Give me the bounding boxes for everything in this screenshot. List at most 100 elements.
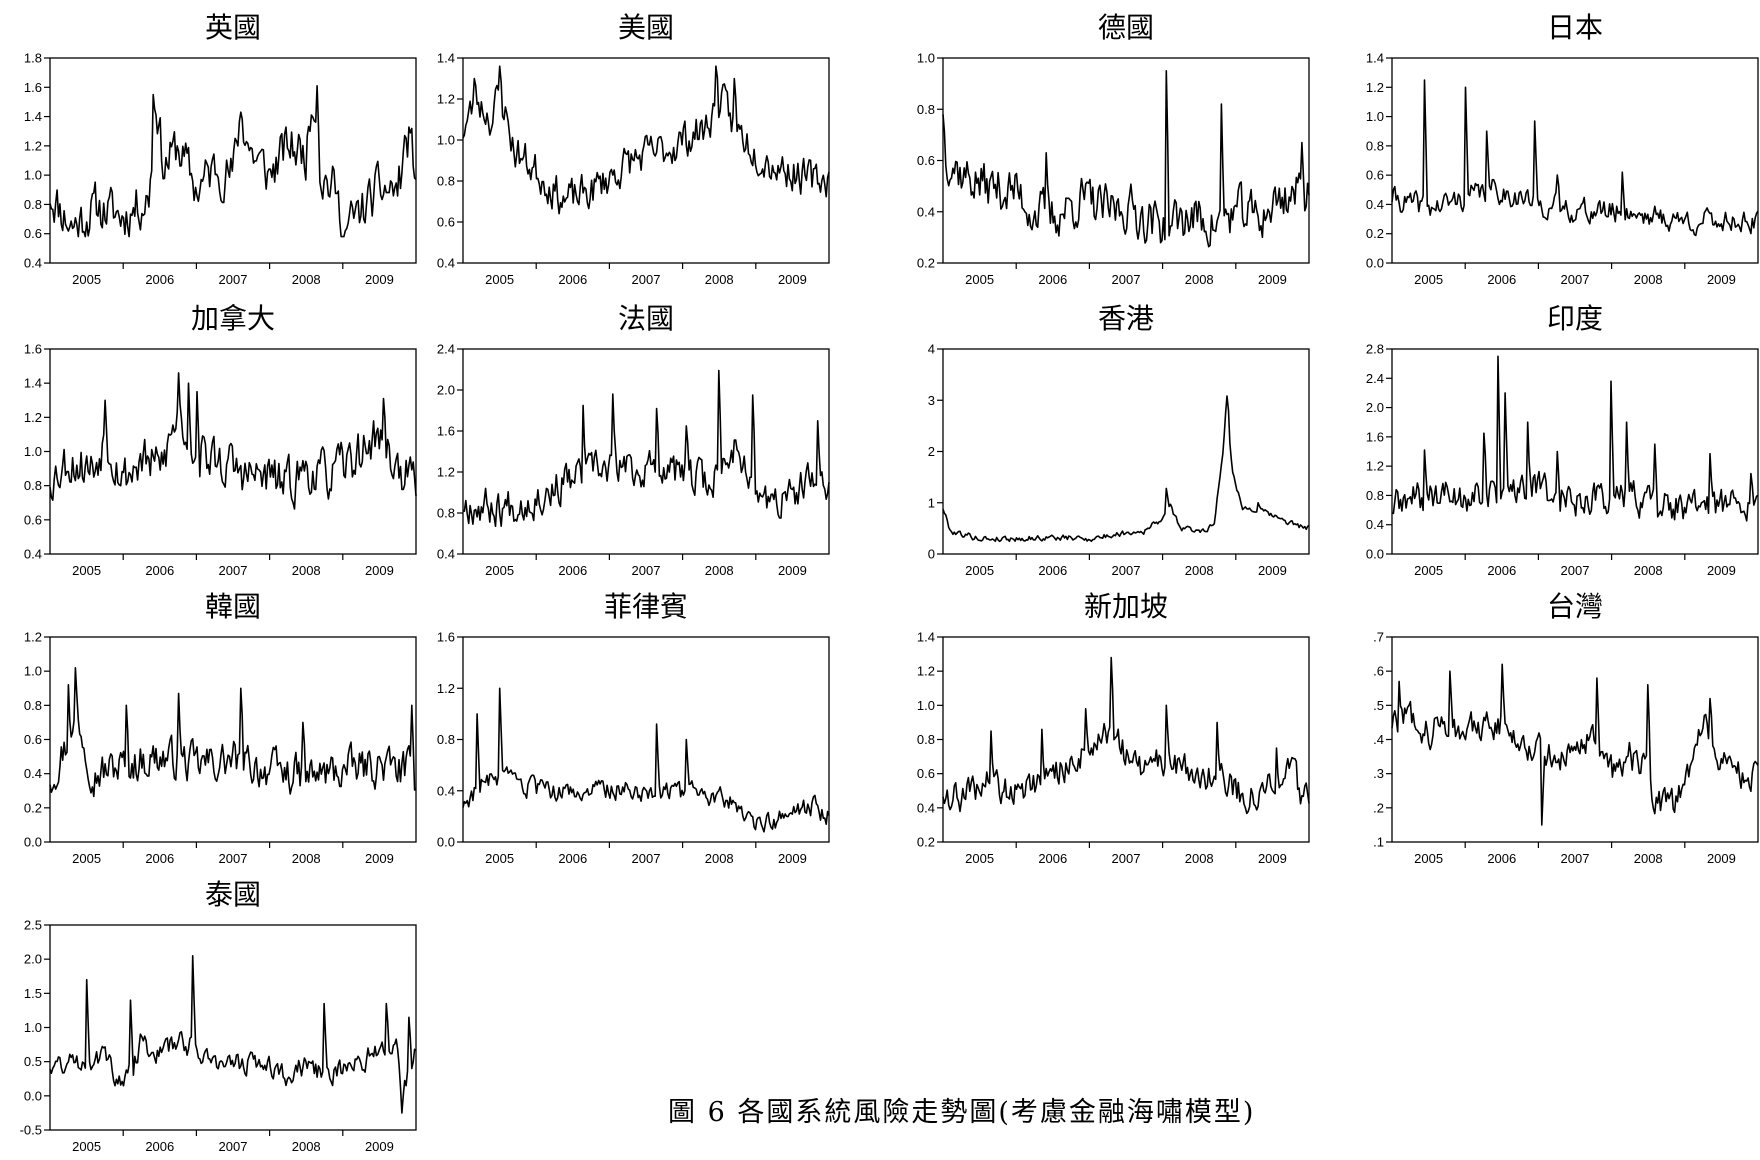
x-tick-label: 2005 bbox=[485, 851, 514, 866]
x-tick-label: 2005 bbox=[72, 1139, 101, 1154]
x-tick-label: 2009 bbox=[1258, 851, 1287, 866]
x-tick-label: 2009 bbox=[365, 1139, 394, 1154]
y-tick-label: 2.4 bbox=[1366, 371, 1384, 386]
y-tick-label: 0.4 bbox=[917, 204, 935, 219]
series-line bbox=[462, 369, 830, 527]
x-tick-label: 2006 bbox=[558, 851, 587, 866]
figure-caption: 圖 6 各國系統風險走勢圖(考慮金融海嘯模型) bbox=[668, 1097, 1256, 1128]
x-tick-label: 2009 bbox=[778, 563, 807, 578]
chart-title: 日本 bbox=[1547, 11, 1603, 44]
series-line bbox=[1391, 663, 1759, 826]
y-tick-label: 1.4 bbox=[917, 630, 935, 645]
chart-title: 加拿大 bbox=[191, 302, 275, 335]
x-tick-label: 2005 bbox=[485, 272, 514, 287]
x-tick-label: 2007 bbox=[1561, 851, 1590, 866]
y-tick-label: 2.0 bbox=[1366, 400, 1384, 415]
y-tick-label: .3 bbox=[1373, 766, 1384, 781]
y-tick-label: 0.8 bbox=[24, 478, 42, 493]
y-tick-label: 0.4 bbox=[24, 256, 42, 271]
y-tick-label: 0.6 bbox=[917, 153, 935, 168]
x-tick-label: 2009 bbox=[1707, 851, 1736, 866]
y-tick-label: -0.5 bbox=[20, 1123, 42, 1138]
y-tick-label: 1.6 bbox=[24, 342, 42, 357]
x-tick-label: 2009 bbox=[365, 851, 394, 866]
series-line bbox=[462, 65, 830, 215]
chart-title: 德國 bbox=[1098, 11, 1154, 44]
x-tick-label: 2005 bbox=[1414, 272, 1443, 287]
x-tick-label: 2009 bbox=[1258, 563, 1287, 578]
x-tick-label: 2006 bbox=[145, 563, 174, 578]
y-tick-label: 1.0 bbox=[24, 1020, 42, 1035]
series-line bbox=[49, 85, 417, 238]
x-tick-label: 2007 bbox=[632, 851, 661, 866]
x-tick-label: 2006 bbox=[1487, 851, 1516, 866]
x-tick-label: 2008 bbox=[705, 563, 734, 578]
chart-panel: 法國 0.4 0.8 1.2 1.6 2.0 2.4 2005 2006 2007 2008 2009 bbox=[437, 302, 830, 578]
y-tick-label: 1.6 bbox=[437, 424, 455, 439]
y-tick-label: .5 bbox=[1373, 698, 1384, 713]
y-tick-label: 0.6 bbox=[24, 732, 42, 747]
plot-frame bbox=[49, 924, 417, 1131]
chart-panel: 韓國 0.0 0.2 0.4 0.6 0.8 1.0 1.2 2005 2006 2007 2008 2… bbox=[24, 590, 417, 866]
y-tick-label: 1.2 bbox=[437, 92, 455, 107]
x-tick-label: 2006 bbox=[145, 851, 174, 866]
y-tick-label: 0.8 bbox=[1366, 138, 1384, 153]
chart-title: 美國 bbox=[618, 11, 674, 44]
y-tick-label: 1.4 bbox=[24, 376, 42, 391]
x-tick-label: 2007 bbox=[1112, 563, 1141, 578]
x-tick-label: 2008 bbox=[1185, 563, 1214, 578]
x-tick-label: 2007 bbox=[1112, 272, 1141, 287]
x-tick-label: 2009 bbox=[365, 563, 394, 578]
chart-panel: 泰國 -0.5 0.0 0.5 1.0 1.5 2.0 2.5 2005 2006 2007 2008… bbox=[20, 878, 417, 1154]
x-tick-label: 2006 bbox=[1038, 272, 1067, 287]
chart-panel: 菲律賓 0.0 0.4 0.8 1.2 1.6 2005 2006 2007 2008 2009 bbox=[437, 590, 830, 866]
x-tick-label: 2008 bbox=[1634, 851, 1663, 866]
y-tick-label: 0.2 bbox=[917, 256, 935, 271]
plot-frame bbox=[1391, 348, 1759, 555]
y-tick-label: 0.2 bbox=[24, 800, 42, 815]
x-tick-label: 2005 bbox=[485, 563, 514, 578]
x-tick-label: 2005 bbox=[965, 563, 994, 578]
y-tick-label: 0.6 bbox=[24, 226, 42, 241]
x-tick-label: 2005 bbox=[965, 851, 994, 866]
y-tick-label: 0.6 bbox=[1366, 168, 1384, 183]
chart-panel: 加拿大 0.4 0.6 0.8 1.0 1.2 1.4 1.6 2005 2006 2007 2008… bbox=[24, 302, 417, 578]
y-tick-label: 4 bbox=[928, 342, 935, 357]
x-tick-label: 2008 bbox=[292, 1139, 321, 1154]
y-tick-label: 1.2 bbox=[917, 664, 935, 679]
chart-panel: 香港 0 1 2 3 4 2005 2006 2007 2008 2009 bbox=[928, 302, 1310, 578]
y-tick-label: 1.2 bbox=[437, 465, 455, 480]
x-tick-label: 2006 bbox=[558, 272, 587, 287]
y-tick-label: 0.8 bbox=[24, 698, 42, 713]
y-tick-label: .2 bbox=[1373, 800, 1384, 815]
x-tick-label: 2009 bbox=[1707, 272, 1736, 287]
y-tick-label: 1.2 bbox=[1366, 80, 1384, 95]
y-tick-label: 0.8 bbox=[437, 506, 455, 521]
plot-frame bbox=[1391, 57, 1759, 264]
x-tick-label: 2006 bbox=[1038, 563, 1067, 578]
x-tick-label: 2005 bbox=[72, 563, 101, 578]
plot-frame bbox=[942, 348, 1310, 555]
y-tick-label: 1.4 bbox=[437, 51, 455, 66]
chart-title: 菲律賓 bbox=[604, 590, 688, 623]
y-tick-label: 0.0 bbox=[437, 835, 455, 850]
y-tick-label: 1.2 bbox=[1366, 459, 1384, 474]
y-tick-label: 1.4 bbox=[24, 109, 42, 124]
x-tick-label: 2008 bbox=[292, 272, 321, 287]
y-tick-label: 1.2 bbox=[24, 410, 42, 425]
y-tick-label: 1.0 bbox=[1366, 109, 1384, 124]
y-tick-label: 1.2 bbox=[24, 138, 42, 153]
y-tick-label: .1 bbox=[1373, 835, 1384, 850]
y-tick-label: .7 bbox=[1373, 630, 1384, 645]
chart-title: 香港 bbox=[1098, 302, 1154, 335]
x-tick-label: 2007 bbox=[219, 851, 248, 866]
chart-panel: 美國 0.4 0.6 0.8 1.0 1.2 1.4 2005 2006 2007 2008 2009 bbox=[437, 11, 830, 287]
x-tick-label: 2007 bbox=[1561, 563, 1590, 578]
y-tick-label: 0.4 bbox=[24, 547, 42, 562]
chart-title: 台灣 bbox=[1547, 590, 1603, 623]
y-tick-label: 1.5 bbox=[24, 986, 42, 1001]
y-tick-label: 0.2 bbox=[1366, 226, 1384, 241]
chart-panel: 印度 0.0 0.4 0.8 1.2 1.6 2.0 2.4 2.8 2005 2006 2007 20… bbox=[1366, 302, 1759, 578]
series-line bbox=[1391, 79, 1759, 237]
